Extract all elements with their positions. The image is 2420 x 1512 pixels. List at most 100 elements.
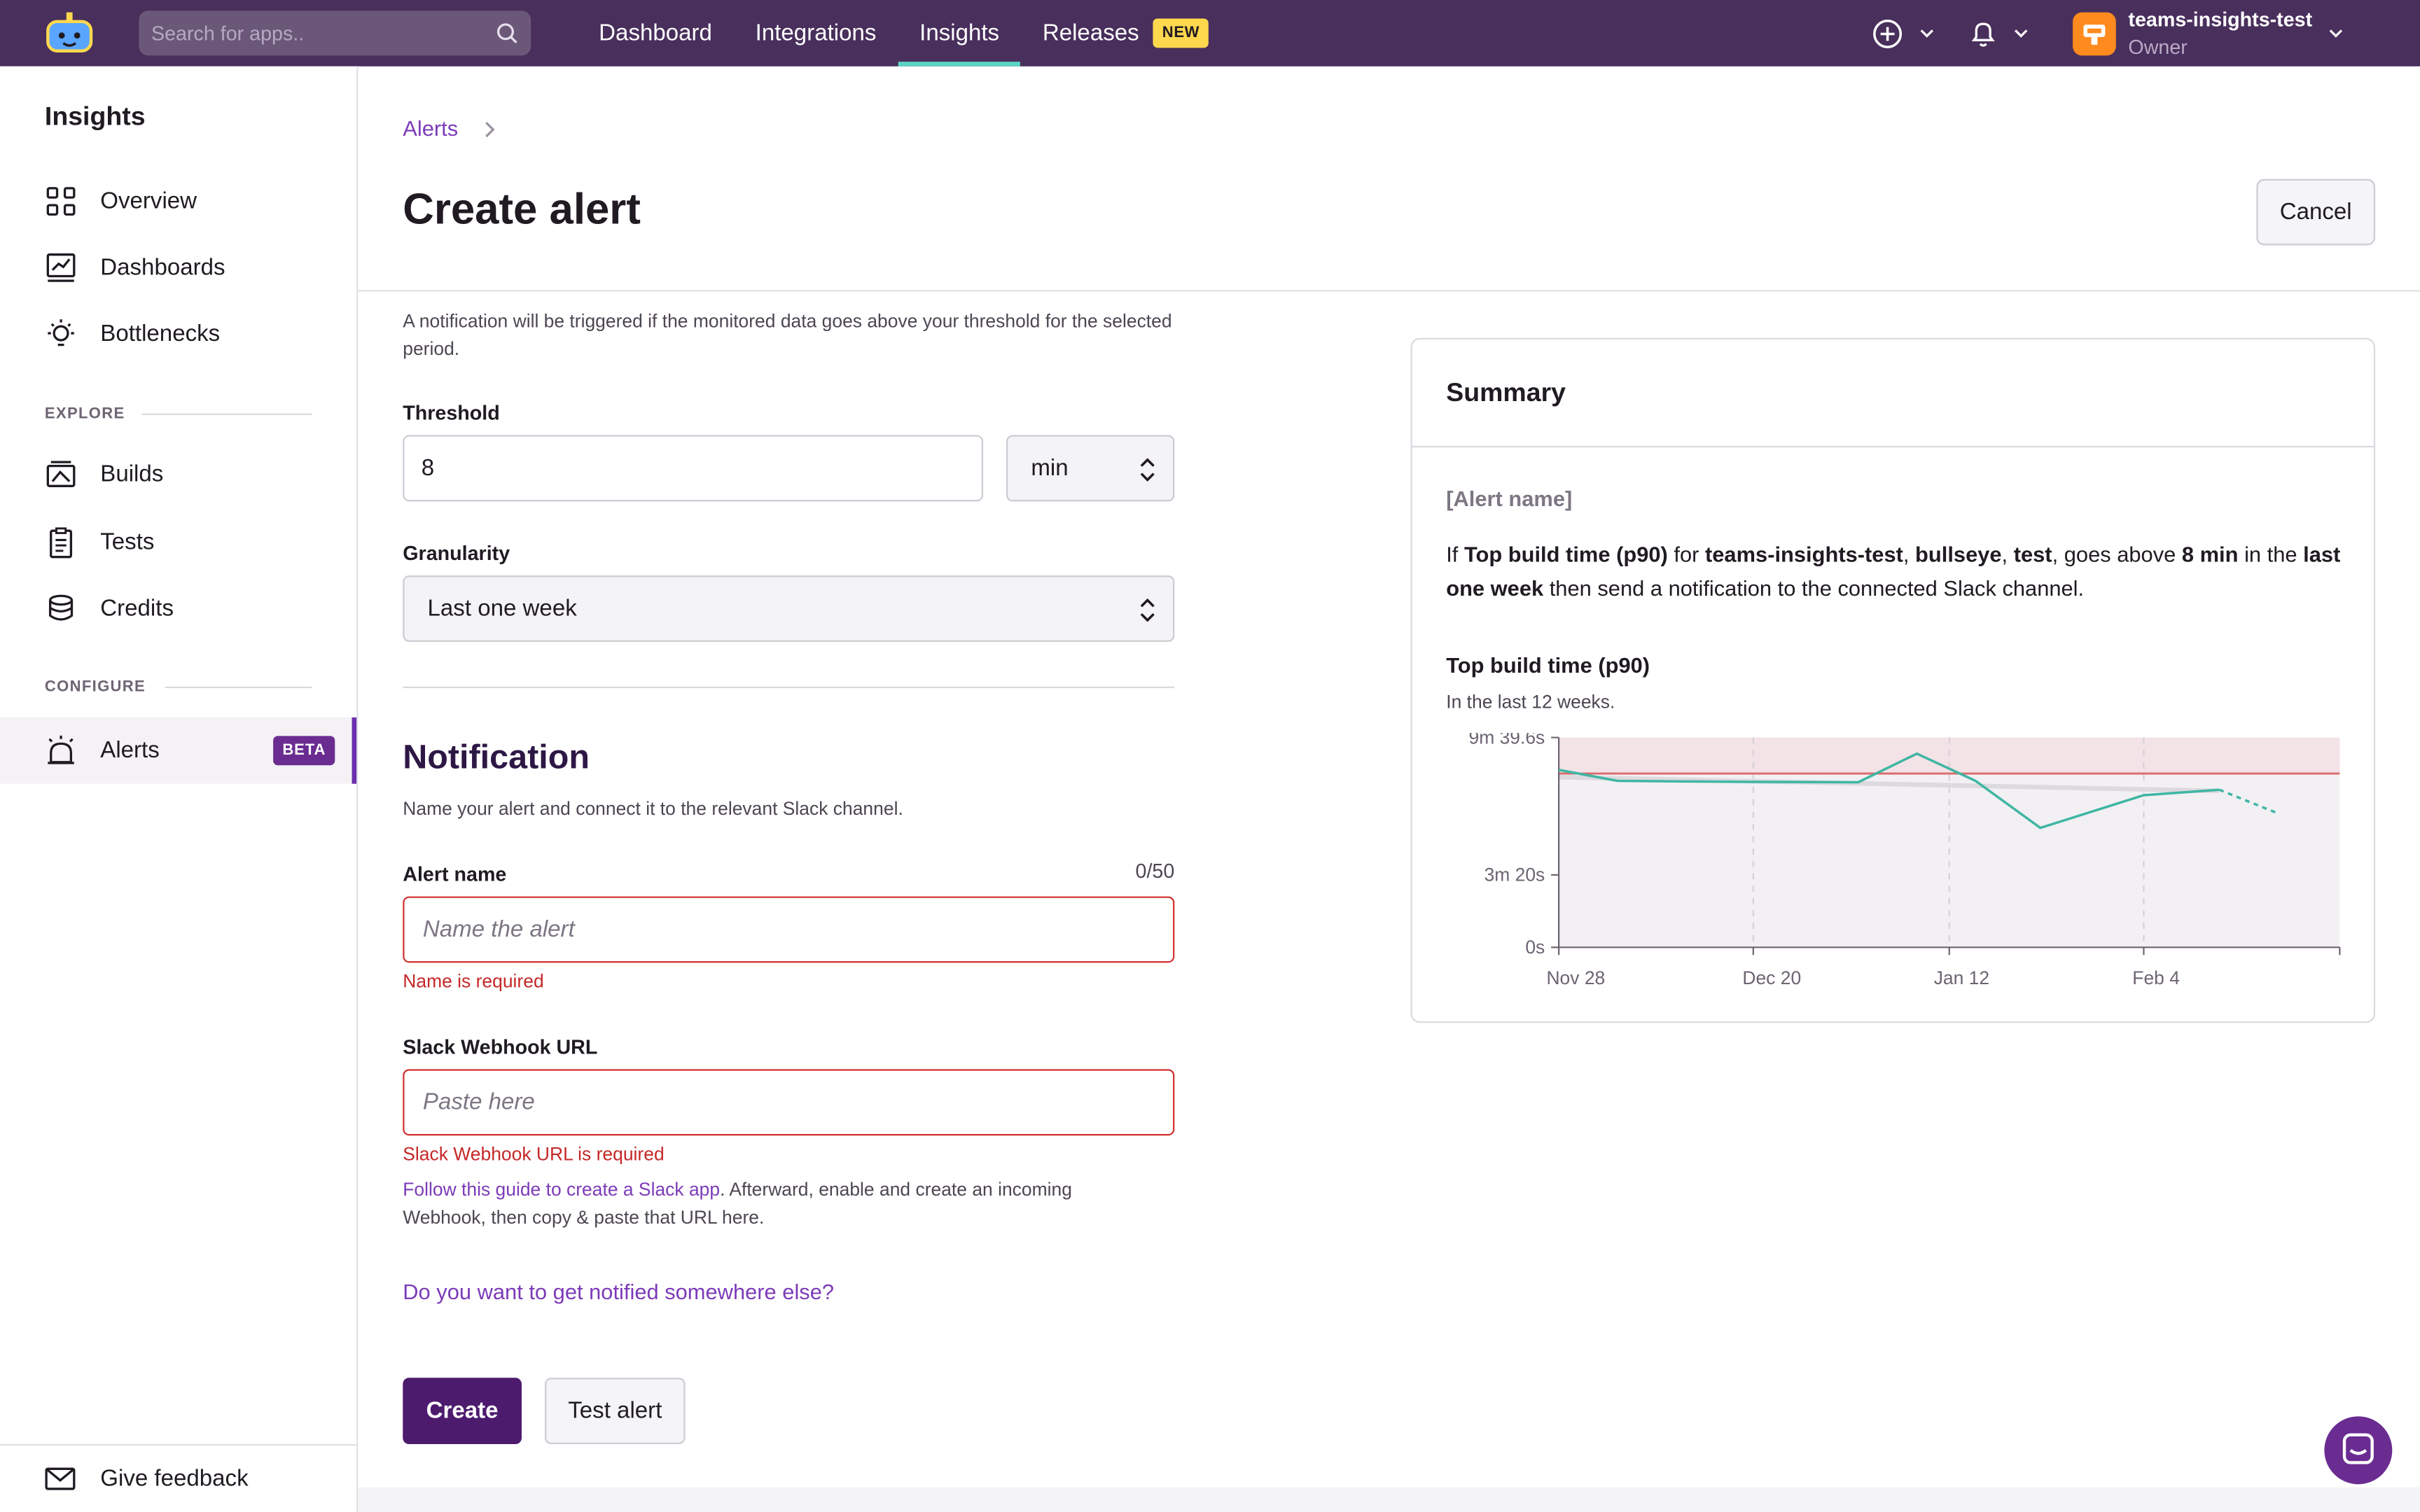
summary-title: Summary: [1446, 378, 1566, 407]
chevron-right-icon: [485, 122, 495, 138]
app-search: [139, 10, 531, 56]
divider: [165, 686, 312, 689]
form-intro: A notification will be triggered if the …: [403, 310, 1172, 360]
sidebar-item-label: Dashboards: [100, 254, 225, 281]
footer-band: [358, 1487, 2420, 1512]
trend-line: [1559, 774, 2220, 794]
beta-badge: BETA: [273, 736, 335, 766]
text: for: [1667, 541, 1705, 566]
nav-insights[interactable]: Insights: [898, 0, 1021, 66]
sidebar-item-label: Alerts: [100, 737, 160, 764]
chevron-down-icon[interactable]: [1919, 24, 1935, 41]
org-logo-icon: [2083, 24, 2106, 45]
page-title: Create alert: [403, 185, 641, 233]
search-input[interactable]: [151, 10, 491, 56]
sidebar-item-label: Tests: [100, 529, 155, 556]
test-alert-button[interactable]: Test alert: [545, 1378, 686, 1445]
feedback-label: Give feedback: [100, 1465, 249, 1492]
divider: [358, 290, 2420, 292]
nav-label: Releases: [1042, 20, 1139, 47]
period: last one week: [1446, 541, 2341, 601]
alert-name-counter: 0/50: [1135, 859, 1175, 883]
main-nav: Dashboard Integrations Insights Releases…: [577, 0, 1230, 66]
threshold-label: Threshold: [403, 401, 500, 425]
sidebar-item-overview[interactable]: Overview: [0, 168, 356, 234]
bitbot-logo-icon[interactable]: [45, 10, 95, 54]
webhook-input[interactable]: [403, 1069, 1175, 1136]
webhook-error: Slack Webhook URL is required: [403, 1143, 665, 1166]
nav-integrations[interactable]: Integrations: [734, 0, 898, 66]
divider: [141, 413, 312, 415]
sidebar-item-tests[interactable]: Tests: [0, 509, 356, 575]
mail-icon: [45, 1467, 76, 1490]
webhook-help: Follow this guide to create a Slack app.…: [403, 1176, 1143, 1231]
x-tick-label: Feb 4: [2132, 967, 2180, 988]
breadcrumb-alerts[interactable]: Alerts: [403, 115, 459, 141]
granularity-select[interactable]: Last one week: [403, 575, 1175, 642]
coins-icon: [48, 594, 74, 621]
sidebar-item-bottlenecks[interactable]: Bottlenecks: [0, 301, 356, 368]
add-circle-icon[interactable]: [1872, 18, 1903, 49]
other-channel-link[interactable]: Do you want to get notified somewhere el…: [403, 1279, 835, 1304]
nav-label: Integrations: [755, 20, 877, 47]
grid-icon: [46, 187, 76, 216]
series-line: [1558, 752, 2220, 830]
org-name[interactable]: teams-insights-test: [2128, 8, 2313, 31]
give-feedback-button[interactable]: Give feedback: [0, 1444, 357, 1512]
chevron-down-icon[interactable]: [2328, 24, 2344, 41]
alert-name-error: Name is required: [403, 970, 544, 993]
threshold-unit-select[interactable]: min: [1006, 435, 1175, 502]
alarm-icon: [48, 735, 74, 764]
text: then send a notification to the connecte…: [1543, 575, 2085, 601]
select-value: Last one week: [427, 595, 577, 622]
sidebar: Insights Overview Dashboards: [0, 66, 359, 1512]
new-badge: NEW: [1153, 18, 1209, 48]
threshold-input[interactable]: [403, 435, 984, 502]
chart-subtitle: In the last 12 weeks.: [1446, 691, 1615, 713]
text: in the: [2238, 541, 2304, 566]
sidebar-item-alerts[interactable]: Alerts BETA: [0, 717, 357, 784]
x-tick-label: Jan 12: [1934, 967, 1989, 988]
org-role: Owner: [2128, 35, 2188, 59]
notification-heading: Notification: [403, 737, 590, 776]
org-avatar[interactable]: [2073, 12, 2116, 56]
x-tick-label: Nov 28: [1546, 967, 1605, 988]
granularity-label: Granularity: [403, 541, 510, 565]
sidebar-item-credits[interactable]: Credits: [0, 575, 356, 642]
x-tick-label: Dec 20: [1742, 967, 1801, 988]
text: ,: [2001, 541, 2014, 566]
sidebar-item-dashboards[interactable]: Dashboards: [0, 234, 356, 301]
clipboard-icon: [50, 527, 73, 559]
text: ,: [1903, 541, 1916, 566]
search-icon[interactable]: [496, 22, 519, 45]
text: If: [1446, 541, 1464, 566]
sidebar-item-builds[interactable]: Builds: [0, 441, 356, 507]
sidebar-section-configure: CONFIGURE: [44, 678, 146, 696]
y-tick-label: 0s: [1525, 937, 1545, 958]
projected-line: [2218, 788, 2279, 815]
divider: [1412, 445, 2374, 448]
bell-icon[interactable]: [1968, 18, 1998, 49]
alert-name-input[interactable]: [403, 896, 1175, 963]
text: , goes above: [2052, 541, 2182, 566]
nav-dashboard[interactable]: Dashboard: [577, 0, 733, 66]
build-time-chart: 0s 3m 20s 9m 39.6s Nov 28 Dec 20 Jan 12 Feb 4: [1469, 733, 2341, 988]
chevron-down-icon[interactable]: [2012, 24, 2029, 41]
sidebar-item-label: Builds: [100, 461, 164, 488]
cancel-button[interactable]: Cancel: [2256, 178, 2376, 246]
builds-icon: [46, 461, 76, 487]
slack-guide-link[interactable]: Follow this guide to create a Slack app: [403, 1178, 721, 1200]
sidebar-section-explore: EXPLORE: [44, 405, 125, 423]
help-text: . Afterward, enable and create an incomi…: [403, 1178, 1072, 1228]
top-bar: Dashboard Integrations Insights Releases…: [0, 0, 2420, 66]
chart-title: Top build time (p90): [1446, 652, 1650, 678]
create-button[interactable]: Create: [403, 1378, 522, 1445]
nav-releases[interactable]: Releases NEW: [1021, 0, 1230, 66]
nav-label: Dashboard: [599, 20, 712, 47]
summary-sentence: If Top build time (p90) for teams-insigh…: [1446, 537, 2349, 605]
y-tick-label: 3m 20s: [1484, 864, 1545, 886]
chat-icon: [2342, 1433, 2374, 1464]
chat-button[interactable]: [2324, 1416, 2393, 1485]
select-value: min: [1031, 455, 1069, 482]
